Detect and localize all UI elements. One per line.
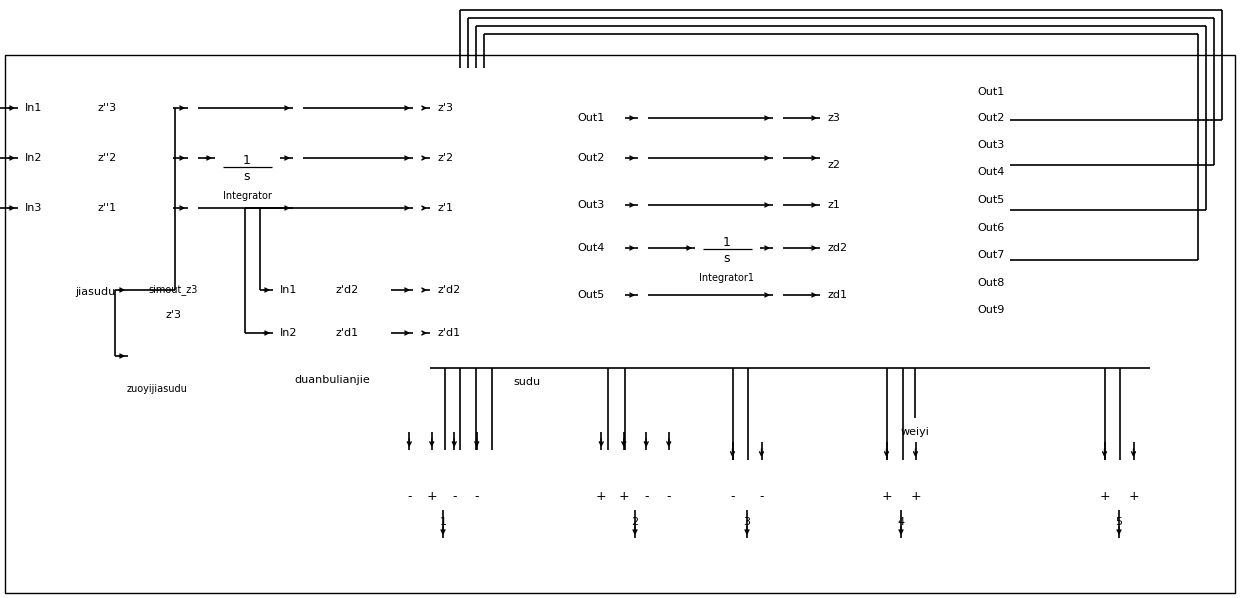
Text: z1: z1 xyxy=(828,200,841,210)
Text: In2: In2 xyxy=(280,328,298,338)
Text: z2: z2 xyxy=(828,160,841,170)
Text: Out8: Out8 xyxy=(977,278,1004,288)
Text: -: - xyxy=(475,490,479,504)
Text: z'd2: z'd2 xyxy=(436,285,460,295)
Text: sudu: sudu xyxy=(513,377,541,387)
Text: z''1: z''1 xyxy=(98,203,117,213)
Bar xyxy=(188,90,198,222)
Bar xyxy=(19,68,174,278)
Text: Integrator1: Integrator1 xyxy=(699,273,754,283)
Text: Out6: Out6 xyxy=(978,223,1004,233)
Bar xyxy=(398,450,489,510)
Text: Out5: Out5 xyxy=(577,290,604,300)
Text: simout_z3: simout_z3 xyxy=(149,285,197,295)
Text: Out5: Out5 xyxy=(978,195,1004,205)
Bar xyxy=(293,90,303,222)
Text: 1: 1 xyxy=(439,517,446,527)
Bar xyxy=(718,460,776,510)
Text: -: - xyxy=(667,490,671,504)
Text: +: + xyxy=(1099,490,1110,504)
Text: -: - xyxy=(759,490,764,504)
Bar xyxy=(413,90,423,348)
Bar xyxy=(1090,460,1148,510)
Bar xyxy=(215,148,280,186)
Text: 5: 5 xyxy=(1116,517,1122,527)
Text: zd1: zd1 xyxy=(828,290,848,300)
Text: 1: 1 xyxy=(243,154,250,166)
Text: z3: z3 xyxy=(828,113,841,123)
Bar xyxy=(694,230,760,268)
Text: In3: In3 xyxy=(25,203,42,213)
Text: -: - xyxy=(730,490,735,504)
Text: 4: 4 xyxy=(898,517,904,527)
Text: +: + xyxy=(910,490,921,504)
Text: z'd2: z'd2 xyxy=(335,285,358,295)
Bar xyxy=(128,275,218,305)
Text: jiasudu: jiasudu xyxy=(74,287,115,297)
Text: In1: In1 xyxy=(25,103,42,113)
Bar xyxy=(773,102,782,355)
Text: In1: In1 xyxy=(280,285,298,295)
Bar xyxy=(430,68,625,368)
Bar xyxy=(128,335,186,377)
Text: Out7: Out7 xyxy=(977,250,1004,260)
Text: +: + xyxy=(427,490,436,504)
Bar xyxy=(820,68,1011,418)
Text: In2: In2 xyxy=(25,153,42,163)
Bar xyxy=(872,460,930,510)
Text: s: s xyxy=(244,169,250,182)
Text: Out2: Out2 xyxy=(977,113,1004,123)
Text: z''2: z''2 xyxy=(98,153,118,163)
Text: Out4: Out4 xyxy=(577,243,604,253)
Text: z'3: z'3 xyxy=(165,310,181,320)
Bar xyxy=(639,102,649,312)
Text: Out3: Out3 xyxy=(978,140,1004,150)
Text: -: - xyxy=(453,490,456,504)
Text: Out2: Out2 xyxy=(577,153,604,163)
Text: +: + xyxy=(619,490,629,504)
Text: +: + xyxy=(1128,490,1138,504)
Text: z'd1: z'd1 xyxy=(335,328,358,338)
Text: z'd1: z'd1 xyxy=(436,328,460,338)
Text: Out9: Out9 xyxy=(977,305,1004,315)
Text: z''3: z''3 xyxy=(98,103,117,113)
Text: -: - xyxy=(644,490,649,504)
Text: 3: 3 xyxy=(744,517,750,527)
Bar xyxy=(273,258,391,366)
Text: 2: 2 xyxy=(631,517,639,527)
Bar xyxy=(133,340,181,372)
Text: Out3: Out3 xyxy=(577,200,604,210)
Text: duanbulianjie: duanbulianjie xyxy=(294,375,370,385)
Text: weiyi: weiyi xyxy=(900,427,930,437)
Text: z'1: z'1 xyxy=(436,203,453,213)
Text: s: s xyxy=(724,252,730,264)
Text: +: + xyxy=(596,490,606,504)
Bar xyxy=(590,450,680,510)
Text: z'2: z'2 xyxy=(436,153,453,163)
Text: Out1: Out1 xyxy=(978,87,1004,97)
Bar xyxy=(5,55,1235,593)
Text: zuoyijiasudu: zuoyijiasudu xyxy=(126,384,187,394)
Text: Out1: Out1 xyxy=(577,113,604,123)
Text: z'3: z'3 xyxy=(436,103,453,113)
Text: zd2: zd2 xyxy=(828,243,848,253)
Text: Integrator: Integrator xyxy=(222,191,272,201)
Text: Out4: Out4 xyxy=(977,167,1004,177)
Text: +: + xyxy=(882,490,892,504)
Text: 1: 1 xyxy=(723,236,730,249)
Text: -: - xyxy=(407,490,412,504)
